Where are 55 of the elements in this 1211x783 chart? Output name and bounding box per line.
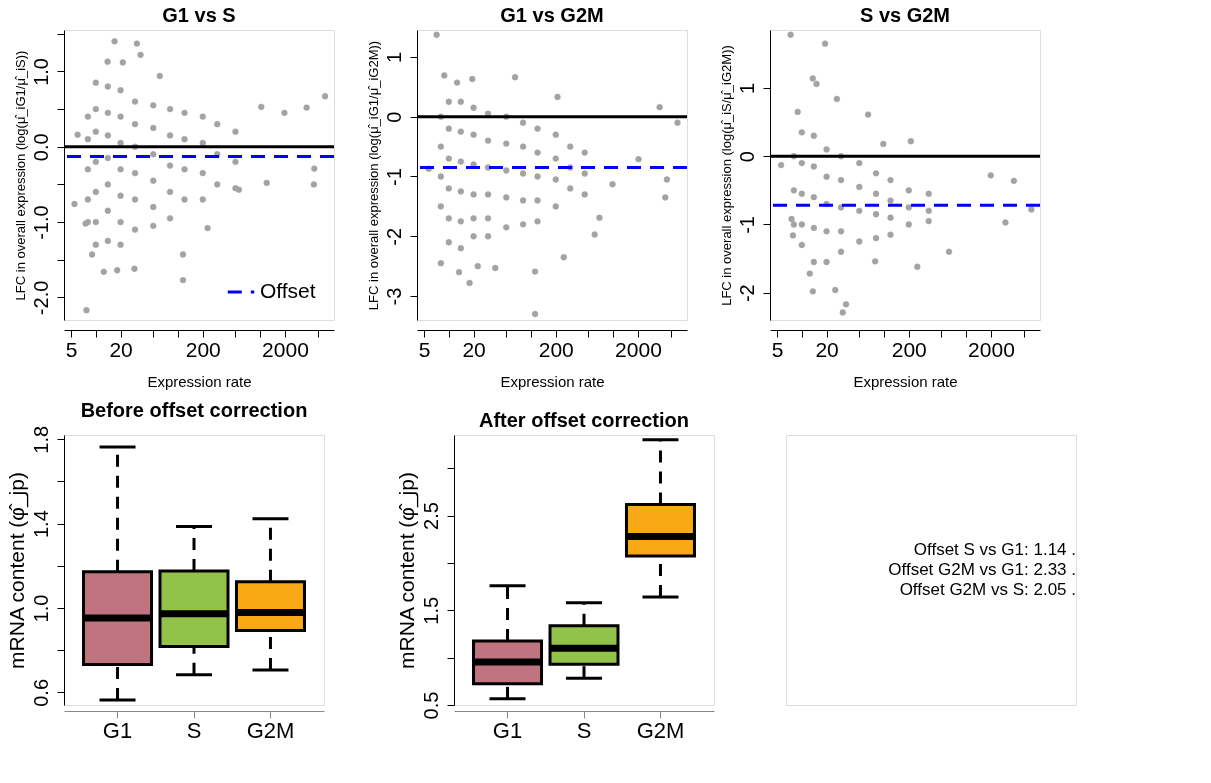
x-tick-label: 20 [815, 337, 839, 361]
y-tick-label: 0 [735, 151, 758, 163]
y-tick-label: 0.6 [29, 678, 52, 707]
y-tick-label: -3 [382, 287, 405, 306]
x-tick-label: 20 [109, 337, 133, 361]
y-tick-label: 2.5 [419, 502, 442, 530]
y-tick-label: 0.0 [29, 133, 52, 162]
y-axis-title: mRNA content (φ̂_jp) [4, 472, 29, 669]
y-tick-label: -1 [382, 168, 405, 186]
y-tick-label: 1.8 [29, 425, 52, 454]
x-tick-label: 5 [418, 337, 431, 361]
y-tick-label: 0 [382, 111, 405, 123]
y-tick-label: 1.0 [29, 58, 52, 86]
x-axis-title: Expression rate [147, 372, 252, 390]
x-tick-label: 2000 [262, 337, 309, 361]
x-tick-label: S [186, 717, 202, 743]
x-axis-title: Expression rate [500, 372, 605, 390]
x-tick-label: 5 [65, 337, 78, 361]
y-tick-label: 1.5 [419, 596, 442, 625]
y-axis-title: LFC in overall expression (log(μ̂_iG1/μ̂_iG2M)) [365, 40, 381, 311]
y-tick-label: -2 [735, 284, 758, 303]
x-tick-label: G1 [492, 717, 523, 743]
chart-title: G1 vs G2M [500, 4, 604, 26]
y-tick-label: 1 [735, 82, 758, 95]
x-tick-label: S [576, 717, 592, 743]
y-axis-title: mRNA content (φ̂_jp) [394, 472, 419, 669]
x-axis-title: Expression rate [853, 372, 958, 390]
chart-title: S vs G2M [859, 4, 951, 26]
text: Offset S vs G1: 1.14 . [913, 540, 1076, 559]
y-tick-label: 1 [382, 51, 405, 63]
y-tick-label: -1 [735, 216, 758, 234]
legend-label: Offset [260, 279, 316, 302]
chart-title: After offset correction [478, 409, 690, 431]
chart-title: Before offset correction [80, 399, 308, 422]
x-tick-label: 200 [185, 337, 221, 361]
x-tick-label: 20 [462, 337, 486, 361]
x-tick-label: 2000 [615, 337, 662, 361]
x-tick-label: G1 [102, 717, 133, 743]
text: Offset G2M vs G1: 2.33 . [888, 560, 1076, 579]
x-tick-label: G2M [246, 717, 295, 743]
x-tick-label: 200 [538, 337, 574, 361]
x-tick-label: 2000 [968, 337, 1015, 361]
y-axis-title: LFC in overall expression (log(μ̂_iG1/μ̂_iS)) [12, 50, 28, 301]
x-tick-label: 5 [771, 337, 784, 361]
text: Offset G2M vs S: 2.05 . [899, 580, 1076, 599]
y-tick-label: 1.4 [29, 510, 52, 538]
x-tick-label: G2M [636, 717, 685, 743]
chart-title: G1 vs S [162, 4, 236, 26]
y-tick-label: 0.5 [419, 691, 442, 720]
y-tick-label: 1.0 [29, 594, 52, 623]
y-tick-label: -1.0 [29, 205, 52, 240]
y-axis-title: LFC in overall expression (log(μ̂_iS/μ̂_iG2M)) [718, 45, 734, 306]
y-tick-label: -2 [382, 227, 405, 246]
x-tick-label: 200 [891, 337, 927, 361]
y-tick-label: -2.0 [29, 280, 52, 316]
